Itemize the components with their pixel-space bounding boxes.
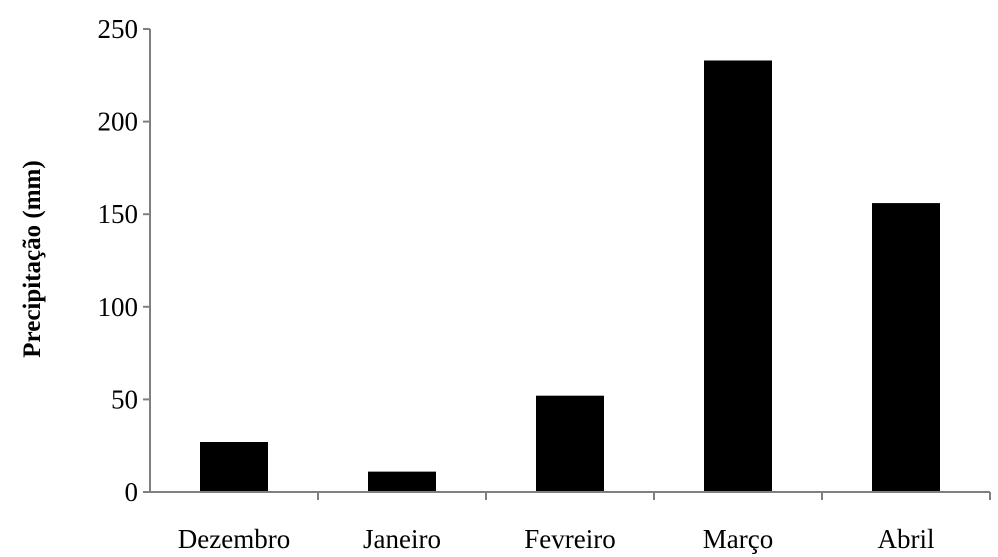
- y-tick-label: 250: [98, 14, 139, 44]
- x-tick-label: Fevreiro: [524, 524, 615, 554]
- y-axis-title: Precipitação (mm): [19, 160, 46, 357]
- bar-março: [704, 60, 772, 492]
- y-tick-label: 0: [125, 477, 139, 507]
- bar-janeiro: [368, 471, 436, 492]
- x-tick-label: Janeiro: [363, 524, 441, 554]
- x-tick-label: Março: [703, 524, 773, 554]
- x-tick-label: Abril: [878, 524, 935, 554]
- bar-abril: [872, 203, 940, 492]
- x-axis-tick-labels: Dezembro Janeiro Fevreiro Março Abril: [178, 524, 935, 554]
- y-tick-label: 50: [111, 384, 138, 414]
- y-axis-tick-labels: 0 50 100 150 200 250: [98, 14, 139, 507]
- x-tick-label: Dezembro: [178, 524, 290, 554]
- y-tick-label: 100: [98, 292, 139, 322]
- y-tick-label: 150: [98, 199, 139, 229]
- bars: [200, 60, 940, 492]
- y-axis-ticks: [143, 28, 150, 493]
- bar-fevreiro: [536, 395, 604, 492]
- x-axis-ticks: [317, 492, 991, 500]
- bar-dezembro: [200, 441, 268, 492]
- y-tick-label: 200: [98, 107, 139, 137]
